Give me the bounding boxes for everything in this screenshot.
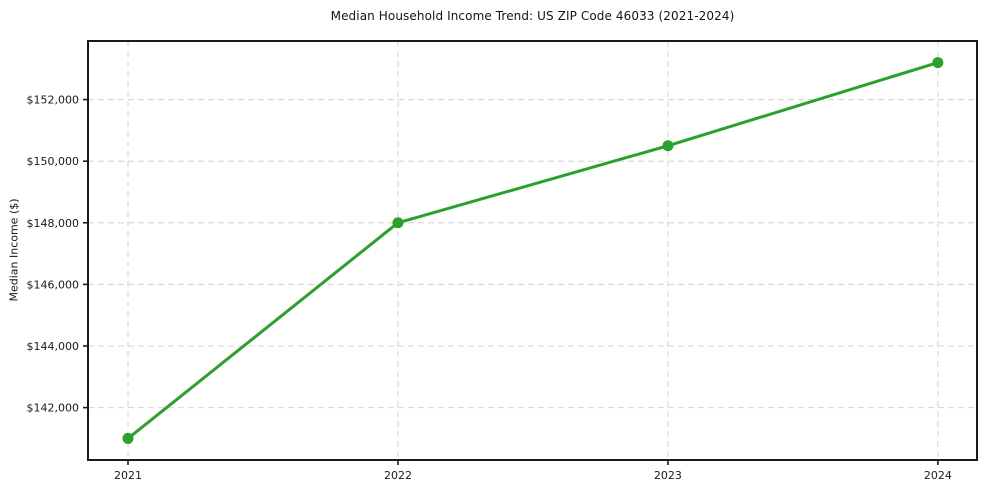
y-tick-label: $150,000 <box>27 155 80 168</box>
y-tick-label: $148,000 <box>27 217 80 230</box>
x-tick-label: 2021 <box>114 469 142 482</box>
trend-line <box>126 61 940 440</box>
data-point-marker <box>392 217 404 229</box>
chart-title: Median Household Income Trend: US ZIP Co… <box>330 9 735 23</box>
y-tick-label: $152,000 <box>27 94 80 107</box>
y-tick-label: $146,000 <box>27 278 80 291</box>
y-tick-label: $144,000 <box>27 340 80 353</box>
x-tick-label: 2023 <box>654 469 682 482</box>
data-point-marker <box>122 432 134 444</box>
x-tick-label: 2022 <box>384 469 412 482</box>
plot-border <box>87 40 978 461</box>
data-point-marker <box>932 57 944 69</box>
x-tick-label: 2024 <box>924 469 952 482</box>
data-point-marker <box>662 140 674 152</box>
y-tick-label: $142,000 <box>27 402 80 415</box>
